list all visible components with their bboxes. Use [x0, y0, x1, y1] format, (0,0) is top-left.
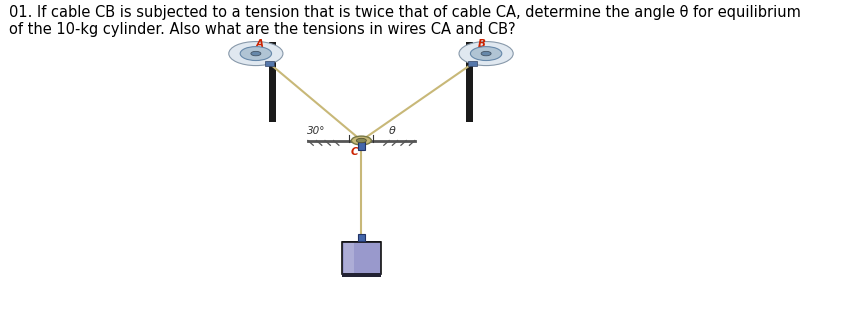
Circle shape	[351, 136, 371, 145]
Text: C: C	[350, 147, 358, 157]
Circle shape	[469, 47, 501, 61]
Circle shape	[481, 51, 491, 56]
Circle shape	[250, 51, 261, 56]
Bar	[342, 241, 381, 245]
Bar	[343, 243, 354, 273]
Bar	[468, 61, 476, 66]
Text: θ: θ	[388, 126, 394, 136]
Bar	[268, 42, 275, 122]
Bar	[342, 273, 381, 277]
Text: A: A	[256, 39, 264, 49]
Bar	[342, 242, 381, 274]
Circle shape	[228, 41, 283, 66]
Text: 01. If cable CB is subjected to a tension that is twice that of cable CA, determ: 01. If cable CB is subjected to a tensio…	[9, 4, 799, 37]
Circle shape	[240, 47, 271, 61]
Bar	[358, 234, 364, 241]
Bar	[265, 61, 273, 66]
Bar	[357, 142, 365, 150]
Text: B: B	[477, 39, 485, 49]
Circle shape	[356, 138, 366, 143]
Circle shape	[458, 41, 513, 66]
Text: 30°: 30°	[307, 126, 325, 136]
Bar	[465, 42, 473, 122]
